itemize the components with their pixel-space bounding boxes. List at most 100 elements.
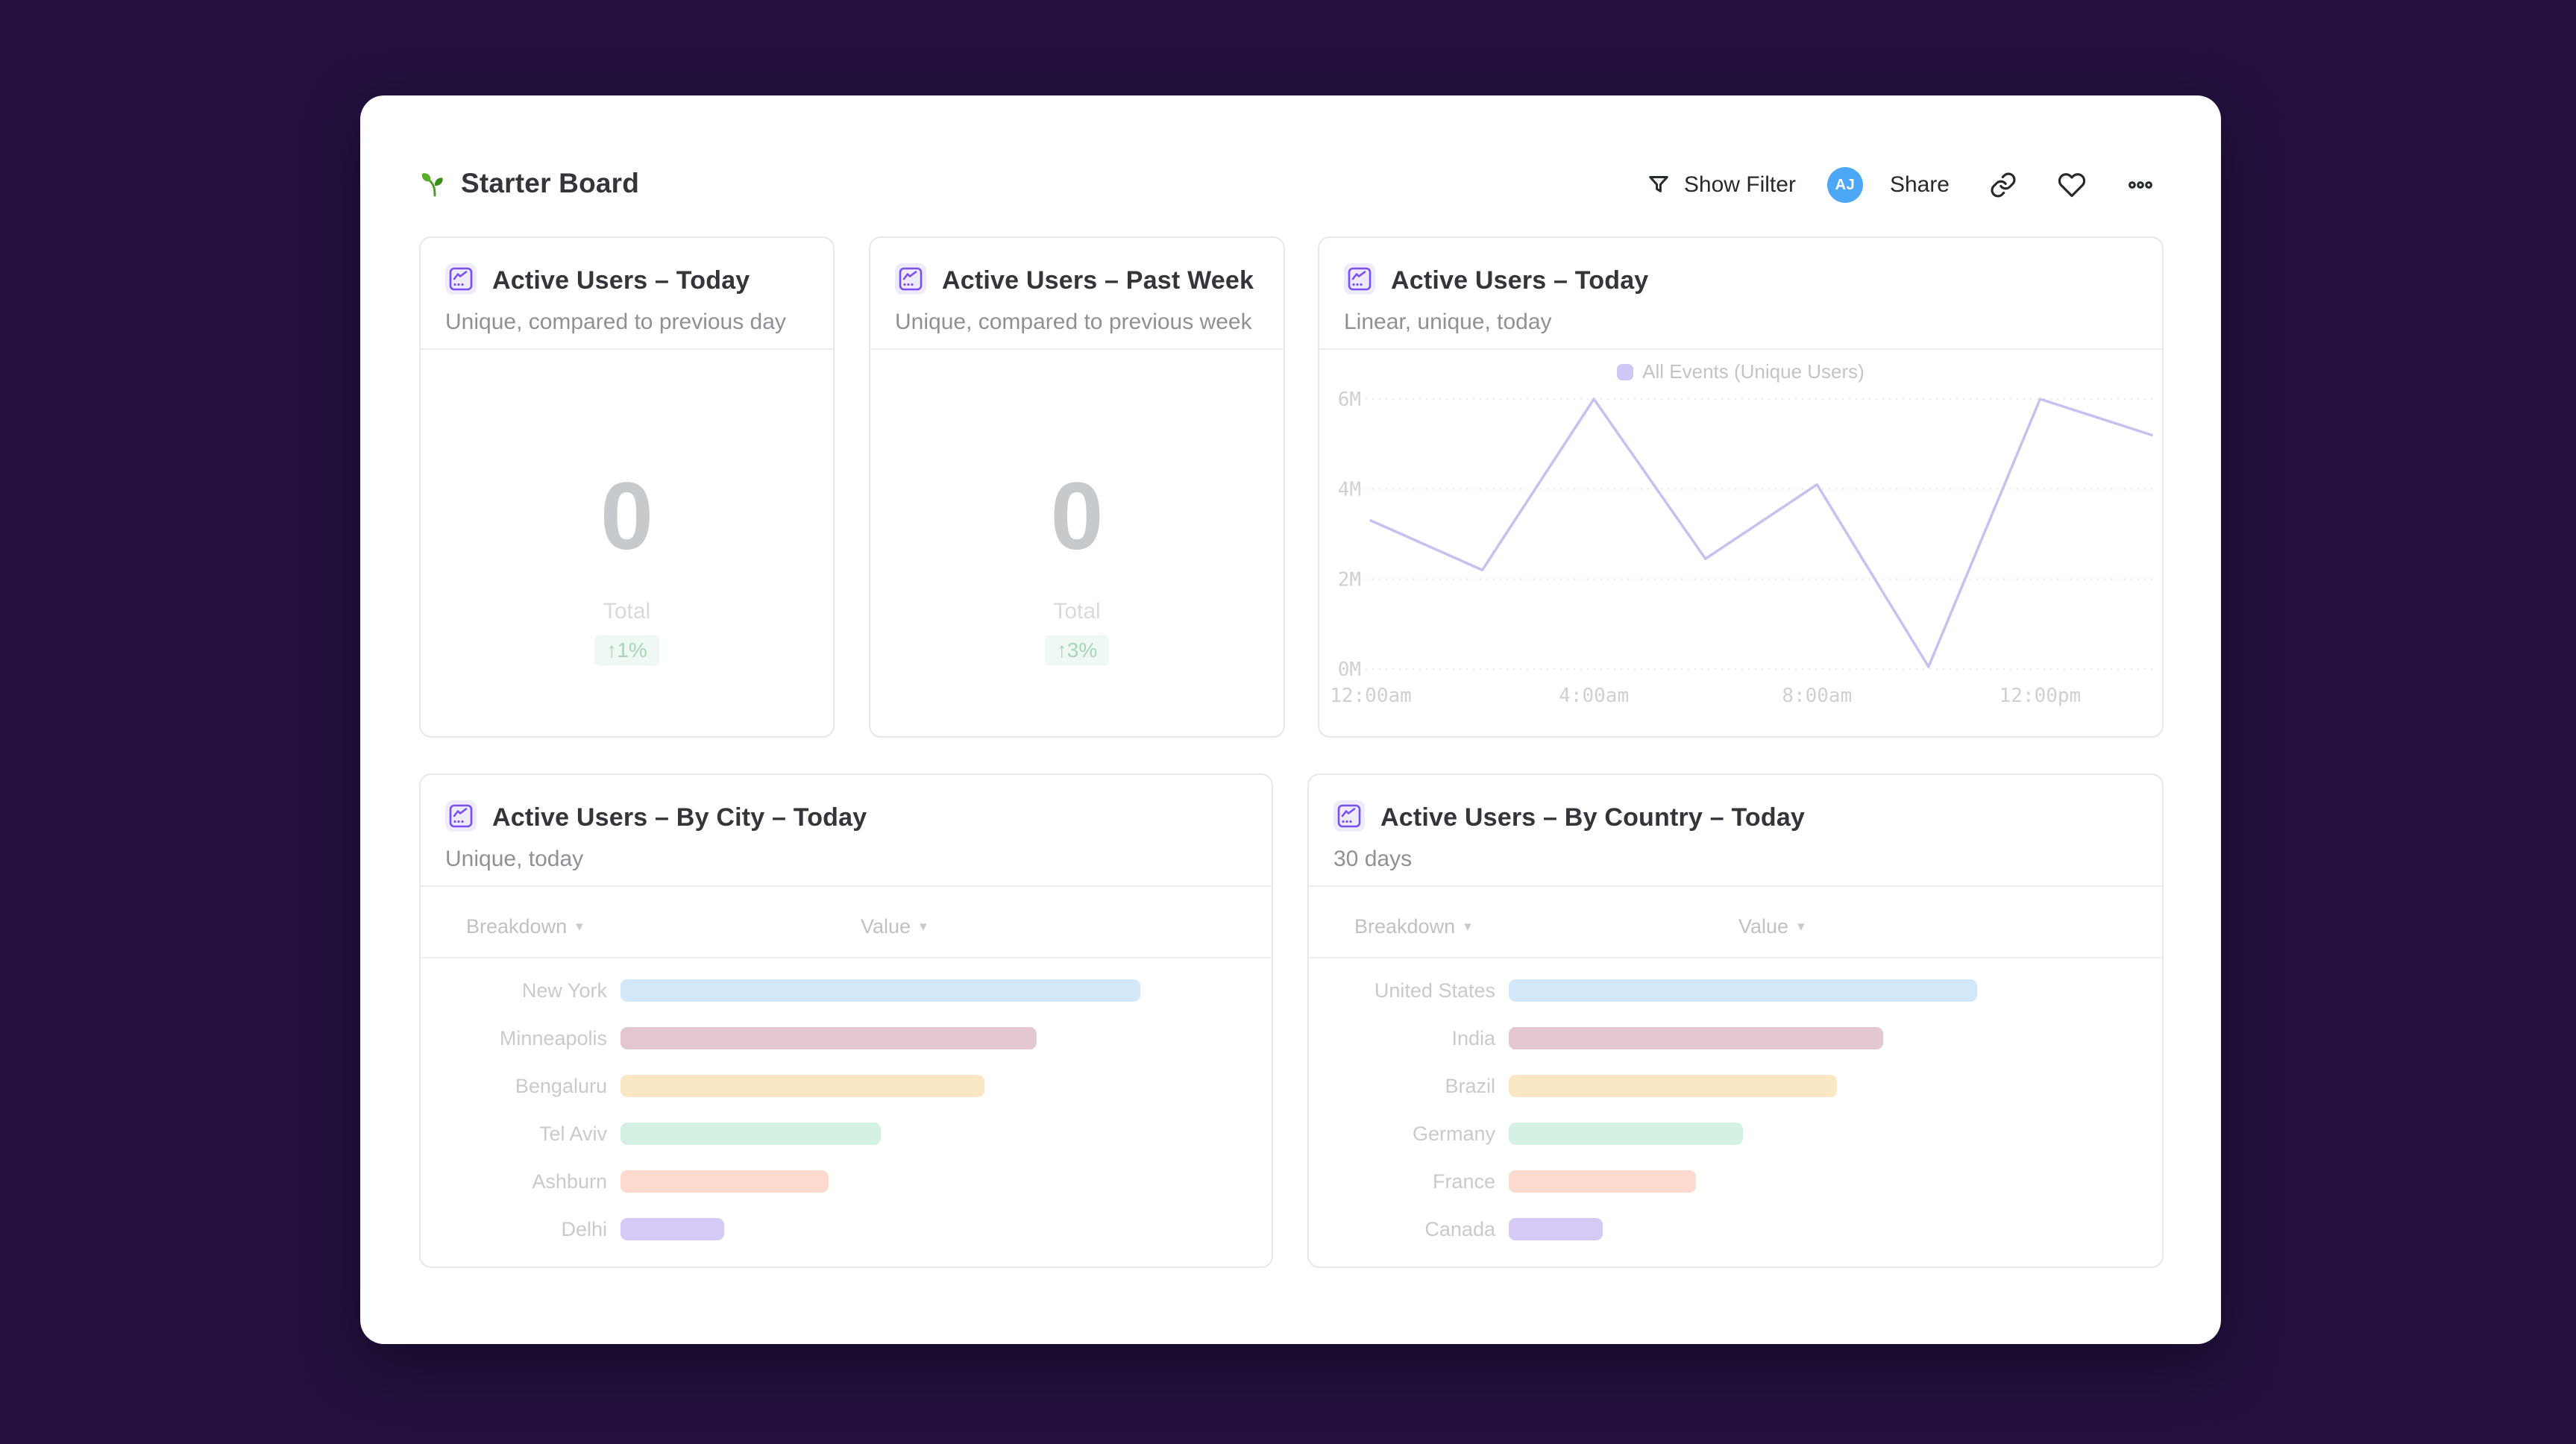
table-row[interactable]: Germany xyxy=(1309,1110,2162,1158)
y-axis-tick: 4M xyxy=(1338,479,1361,501)
card-active-users-linear[interactable]: Active Users – Today Linear, unique, tod… xyxy=(1318,236,2164,738)
value-bar[interactable] xyxy=(1509,979,1977,1002)
card-active-users-today[interactable]: Active Users – Today Unique, compared to… xyxy=(419,236,835,738)
card-title: Active Users – By Country – Today xyxy=(1380,803,1806,832)
value-bar[interactable] xyxy=(1509,1123,1743,1145)
chart-legend[interactable]: All Events (Unique Users) xyxy=(1319,360,2162,383)
value-bar[interactable] xyxy=(621,1218,724,1240)
value-bar[interactable] xyxy=(621,1123,881,1145)
avatar[interactable]: AJ xyxy=(1826,167,1863,203)
stat-label: Total xyxy=(1053,599,1101,624)
show-filter-button[interactable]: Show Filter xyxy=(1644,170,1796,200)
sort-arrow-icon: ▾ xyxy=(920,919,927,935)
card-subtitle: Unique, compared to previous week xyxy=(895,310,1252,334)
card-header: Active Users – By City – Today Unique, t… xyxy=(421,775,1272,887)
card-title: Active Users – Today xyxy=(1391,266,1649,295)
line-chart-icon xyxy=(1333,800,1365,832)
table-row[interactable]: Minneapolis xyxy=(421,1014,1272,1062)
value-bar[interactable] xyxy=(1509,1075,1837,1097)
line-chart-icon xyxy=(895,263,926,295)
card-header: Active Users – Today Linear, unique, tod… xyxy=(1319,238,2162,350)
more-dots-icon[interactable] xyxy=(2126,170,2155,200)
card-subtitle: Unique, compared to previous day xyxy=(445,310,786,334)
legend-label: All Events (Unique Users) xyxy=(1642,360,1865,383)
table-row[interactable]: New York xyxy=(421,967,1272,1014)
row-label: Delhi xyxy=(561,1217,607,1240)
table-subheader: Breakdown ▾ Value ▾ xyxy=(1309,887,2162,958)
value-bar[interactable] xyxy=(621,1075,984,1097)
table-row[interactable]: India xyxy=(1309,1014,2162,1062)
stat-body: 0 Total ↑3% xyxy=(870,350,1284,736)
card-subtitle: Linear, unique, today xyxy=(1344,310,1552,334)
change-badge: ↑3% xyxy=(1044,635,1110,666)
card-active-users-past-week[interactable]: Active Users – Past Week Unique, compare… xyxy=(869,236,1285,738)
y-axis-tick: 2M xyxy=(1338,568,1361,591)
table-row[interactable]: France xyxy=(1309,1158,2162,1205)
value-bar[interactable] xyxy=(621,979,1140,1002)
table-row[interactable]: Canada xyxy=(1309,1205,2162,1253)
row-label: France xyxy=(1432,1170,1495,1193)
table-row[interactable]: Ashburn xyxy=(421,1158,1272,1205)
table-row[interactable]: Bengaluru xyxy=(421,1062,1272,1110)
line-chart-icon xyxy=(445,800,477,832)
link-icon[interactable] xyxy=(1988,170,2018,200)
page-title: Starter Board xyxy=(461,168,640,198)
stat-label: Total xyxy=(603,599,651,624)
value-bar[interactable] xyxy=(1509,1170,1696,1193)
card-title: Active Users – By City – Today xyxy=(492,803,867,832)
share-button[interactable]: Share xyxy=(1889,172,1950,197)
value-bar[interactable] xyxy=(621,1170,829,1193)
card-subtitle: 30 days xyxy=(1333,847,1413,871)
line-chart[interactable]: 0M 2M 4M 6M 12:00am 4:00am 8:00am 12:00pm xyxy=(1319,350,2162,738)
row-label: India xyxy=(1451,1026,1495,1049)
card-by-country[interactable]: Active Users – By Country – Today 30 day… xyxy=(1307,773,2164,1268)
card-header: Active Users – Today Unique, compared to… xyxy=(421,238,833,350)
heart-icon[interactable] xyxy=(2057,170,2087,200)
row-label: New York xyxy=(521,979,607,1002)
sort-arrow-icon: ▾ xyxy=(1797,919,1805,935)
value-bar[interactable] xyxy=(1509,1027,1883,1049)
table-row[interactable]: Brazil xyxy=(1309,1062,2162,1110)
y-axis-tick: 6M xyxy=(1338,389,1361,411)
filter-icon xyxy=(1644,170,1674,200)
card-by-city[interactable]: Active Users – By City – Today Unique, t… xyxy=(419,773,1273,1268)
column-header-breakdown[interactable]: Breakdown ▾ xyxy=(1354,915,1471,938)
dashboard-panel: Starter Board Show Filter AJ Share xyxy=(360,95,2221,1344)
top-actions: Show Filter AJ Share xyxy=(1644,164,2155,206)
card-title: Active Users – Past Week xyxy=(942,266,1254,295)
value-bar[interactable] xyxy=(621,1027,1037,1049)
column-header-breakdown[interactable]: Breakdown ▾ xyxy=(466,915,583,938)
breakdown-rows-country: United States India Brazil Germany France Can… xyxy=(1309,967,2162,1253)
table-row[interactable]: Delhi xyxy=(421,1205,1272,1253)
line-chart-icon xyxy=(445,263,477,295)
x-axis-tick: 4:00am xyxy=(1559,685,1629,707)
stat-value: 0 xyxy=(600,463,654,570)
sort-arrow-icon: ▾ xyxy=(576,919,583,935)
row-label: Canada xyxy=(1424,1217,1495,1240)
card-title: Active Users – Today xyxy=(492,266,750,295)
row-label: Bengaluru xyxy=(515,1074,607,1097)
value-bar[interactable] xyxy=(1509,1218,1603,1240)
table-row[interactable]: United States xyxy=(1309,967,2162,1014)
card-header: Active Users – Past Week Unique, compare… xyxy=(870,238,1284,350)
breakdown-rows-city: New York Minneapolis Bengaluru Tel Aviv Ashb… xyxy=(421,967,1272,1253)
board-title: Starter Board xyxy=(419,161,639,206)
card-subtitle: Unique, today xyxy=(445,847,584,871)
x-axis-tick: 8:00am xyxy=(1782,685,1852,707)
row-label: Minneapolis xyxy=(499,1026,607,1049)
legend-swatch xyxy=(1617,363,1634,380)
column-header-value[interactable]: Value ▾ xyxy=(861,915,927,938)
x-axis-tick: 12:00am xyxy=(1330,685,1412,707)
x-axis-tick: 12:00pm xyxy=(1999,685,2082,707)
line-chart-icon xyxy=(1344,263,1375,295)
row-label: Ashburn xyxy=(532,1170,607,1193)
stat-body: 0 Total ↑1% xyxy=(421,350,833,736)
table-subheader: Breakdown ▾ Value ▾ xyxy=(421,887,1272,958)
y-axis-tick: 0M xyxy=(1338,659,1361,681)
show-filter-label: Show Filter xyxy=(1683,172,1796,197)
table-row[interactable]: Tel Aviv xyxy=(421,1110,1272,1158)
row-label: United States xyxy=(1374,979,1495,1002)
change-badge: ↑1% xyxy=(594,635,659,666)
series-line[interactable] xyxy=(1369,398,2153,668)
column-header-value[interactable]: Value ▾ xyxy=(1738,915,1805,938)
